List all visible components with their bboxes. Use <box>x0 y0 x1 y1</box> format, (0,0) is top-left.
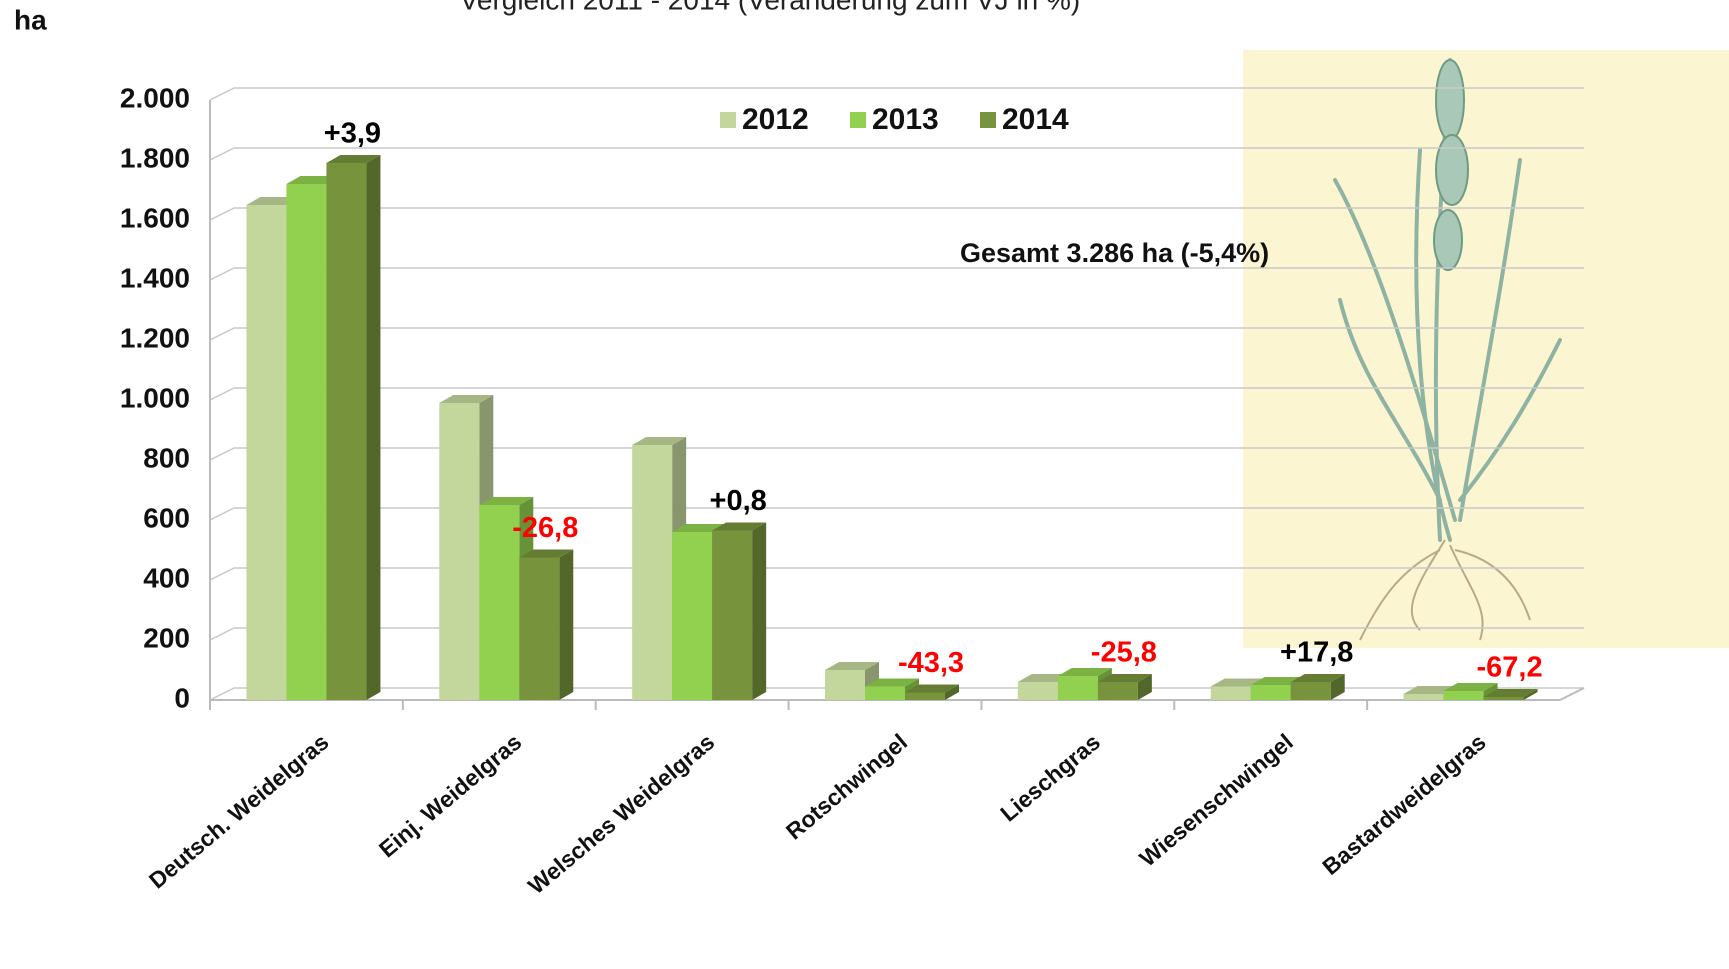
annotation: Gesamt 3.286 ha (-5,4%) <box>960 238 1269 268</box>
change-label: -26,8 <box>512 512 578 544</box>
bar-front <box>1211 687 1251 701</box>
grid-line <box>210 508 234 520</box>
grid-line <box>210 628 234 640</box>
chart-title: Vergleich 2011 - 2014 (Veränderung zum V… <box>460 0 1081 15</box>
grid-line <box>210 88 234 100</box>
bar-front <box>825 670 865 700</box>
x-tick-label: Rotschwingel <box>781 729 912 845</box>
x-tick-label: Welsches Weidelgras <box>523 729 719 900</box>
change-label: +3,9 <box>324 118 381 150</box>
y-tick-label: 1.800 <box>120 142 190 173</box>
legend-label: 2013 <box>872 103 939 136</box>
bar-side <box>752 523 766 701</box>
bar-front <box>672 532 712 700</box>
change-label: +0,8 <box>710 485 767 517</box>
y-tick-label: 200 <box>143 622 190 653</box>
bar-front <box>1404 694 1444 700</box>
grid-line <box>210 568 234 580</box>
bar-front <box>1098 682 1138 700</box>
y-tick-label: 800 <box>143 442 190 473</box>
y-tick-label: 1.200 <box>120 322 190 353</box>
bar-front <box>286 184 326 700</box>
x-tick-label: Einj. Weidelgras <box>374 729 526 863</box>
x-tick-label: Lieschgras <box>995 729 1105 827</box>
bar-side <box>366 155 380 700</box>
legend-label: 2012 <box>742 103 809 136</box>
y-tick-label: 1.400 <box>120 262 190 293</box>
bar <box>712 523 766 701</box>
bar-front <box>246 205 286 700</box>
change-label: -43,3 <box>898 647 964 679</box>
grid-line <box>210 388 234 400</box>
bar <box>1291 674 1345 700</box>
page: {"chart_data": { "type": "bar3d", "title… <box>0 0 1729 969</box>
x-tick-label: Wiesenschwingel <box>1134 729 1297 872</box>
legend-swatch <box>980 112 996 128</box>
legend-label: 2014 <box>1002 103 1069 136</box>
y-tick-label: 0 <box>174 682 190 713</box>
bar-front <box>1251 685 1291 700</box>
legend-swatch <box>850 112 866 128</box>
y-tick-label: 600 <box>143 502 190 533</box>
grid-line <box>210 208 234 220</box>
bar-front <box>1444 691 1484 700</box>
bar-front <box>1058 676 1098 700</box>
bar-front <box>905 693 945 701</box>
bar-front <box>1484 697 1524 700</box>
bar-front <box>1018 682 1058 700</box>
bar <box>326 155 380 700</box>
change-label: -25,8 <box>1091 637 1157 669</box>
bar-front <box>632 445 672 700</box>
grid-line <box>210 268 234 280</box>
grid-line <box>210 448 234 460</box>
y-tick-label: 1.600 <box>120 202 190 233</box>
bar-front <box>519 558 559 701</box>
x-tick-label: Deutsch. Weidelgras <box>144 729 334 894</box>
grid-line <box>210 328 234 340</box>
plant-illustration <box>1243 50 1729 648</box>
bar-side <box>559 550 573 701</box>
bar <box>519 550 573 701</box>
x-axis-depth <box>1560 688 1584 700</box>
y-tick-label: 1.000 <box>120 382 190 413</box>
y-tick-label: 2.000 <box>120 82 190 113</box>
bar-front <box>1291 682 1331 700</box>
bar-front <box>865 687 905 701</box>
legend-swatch <box>720 112 736 128</box>
y-tick-label: 400 <box>143 562 190 593</box>
x-tick-label: Bastardweidelgras <box>1317 729 1490 880</box>
bar-front <box>326 163 366 700</box>
grid-line <box>210 148 234 160</box>
y-axis-label: ha <box>14 4 47 35</box>
chart: Vergleich 2011 - 2014 (Veränderung zum V… <box>0 0 1729 969</box>
bar-front <box>439 403 479 700</box>
change-label: -67,2 <box>1477 652 1543 684</box>
grid-line <box>210 688 234 700</box>
change-label: +17,8 <box>1280 637 1353 669</box>
bar-front <box>712 531 752 701</box>
bar <box>1098 674 1152 700</box>
